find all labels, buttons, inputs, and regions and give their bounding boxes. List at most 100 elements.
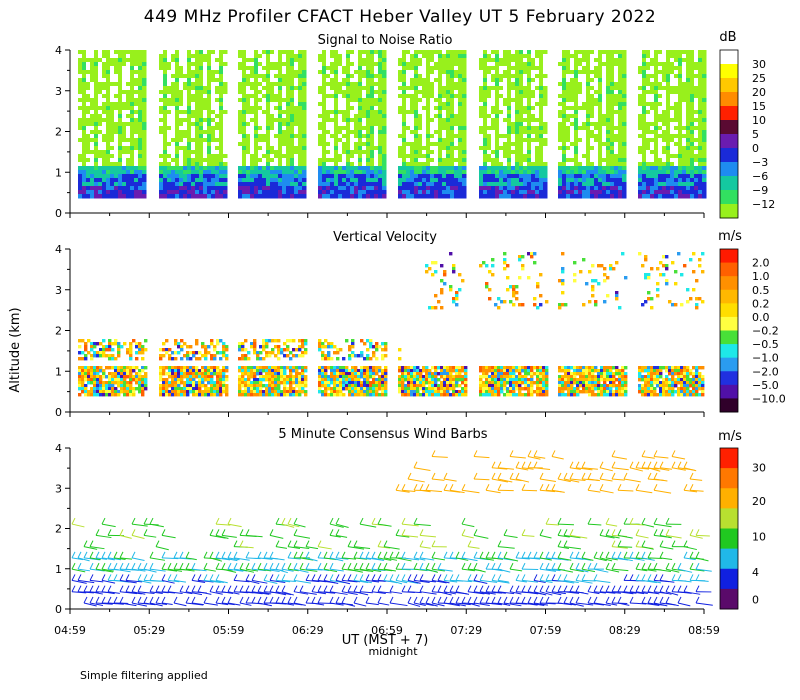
snr-cell bbox=[366, 90, 371, 95]
snr-cell bbox=[483, 118, 488, 123]
snr-cell bbox=[110, 150, 115, 155]
snr-cell bbox=[570, 62, 575, 67]
snr-cell bbox=[666, 58, 671, 63]
snr-cell bbox=[163, 146, 168, 151]
snr-cell bbox=[450, 122, 455, 127]
snr-cell bbox=[258, 166, 263, 171]
snr-cell bbox=[330, 150, 335, 155]
snr-cell bbox=[442, 158, 447, 163]
snr-cell bbox=[238, 186, 243, 191]
snr-cell bbox=[586, 190, 591, 195]
colorbar-swatch bbox=[720, 190, 738, 205]
snr-cell bbox=[294, 190, 299, 195]
snr-cell bbox=[539, 54, 544, 59]
snr-cell bbox=[422, 86, 427, 91]
snr-cell bbox=[642, 146, 647, 151]
snr-cell bbox=[666, 130, 671, 135]
snr-cell bbox=[334, 138, 339, 143]
snr-cell bbox=[187, 154, 192, 159]
snr-cell bbox=[278, 54, 283, 59]
snr-cell bbox=[294, 182, 299, 187]
snr-cell bbox=[566, 154, 571, 159]
snr-cell bbox=[354, 118, 359, 123]
snr-cell bbox=[274, 190, 279, 195]
snr-cell bbox=[454, 90, 459, 95]
snr-cell bbox=[330, 170, 335, 175]
snr-cell bbox=[543, 126, 548, 131]
snr-cell bbox=[338, 126, 343, 131]
snr-cell bbox=[602, 170, 607, 175]
snr-cell bbox=[434, 114, 439, 119]
snr-cell bbox=[326, 146, 331, 151]
snr-cell bbox=[422, 50, 427, 55]
snr-cell bbox=[487, 54, 492, 59]
snr-cell bbox=[410, 82, 415, 87]
snr-cell bbox=[262, 62, 267, 67]
snr-cell bbox=[446, 130, 451, 135]
snr-cell bbox=[318, 106, 323, 111]
snr-cell bbox=[483, 90, 488, 95]
snr-cell bbox=[274, 130, 279, 135]
snr-cell bbox=[519, 150, 524, 155]
snr-cell bbox=[454, 102, 459, 107]
snr-cell bbox=[179, 170, 184, 175]
snr-cell bbox=[454, 182, 459, 187]
snr-cell bbox=[562, 178, 567, 183]
snr-cell bbox=[382, 110, 387, 115]
snr-cell bbox=[507, 106, 512, 111]
snr-cell bbox=[223, 130, 228, 135]
snr-cell bbox=[558, 126, 563, 131]
snr-cell bbox=[86, 186, 91, 191]
snr-cell bbox=[378, 98, 383, 103]
snr-cell bbox=[286, 130, 291, 135]
snr-cell bbox=[106, 82, 111, 87]
snr-cell bbox=[183, 82, 188, 87]
snr-cell bbox=[574, 94, 579, 99]
snr-cell bbox=[406, 90, 411, 95]
snr-cell bbox=[302, 86, 307, 91]
snr-cell bbox=[254, 98, 259, 103]
snr-cell bbox=[654, 174, 659, 179]
snr-cell bbox=[495, 78, 500, 83]
snr-cell bbox=[650, 154, 655, 159]
snr-cell bbox=[219, 98, 224, 103]
snr-cell bbox=[286, 54, 291, 59]
snr-cell bbox=[523, 98, 528, 103]
snr-cell bbox=[578, 74, 583, 79]
snr-cell bbox=[370, 134, 375, 139]
snr-cell bbox=[219, 78, 224, 83]
snr-cell bbox=[278, 146, 283, 151]
snr-cell bbox=[203, 106, 208, 111]
snr-cell bbox=[211, 54, 216, 59]
snr-cell bbox=[118, 158, 123, 163]
snr-cell bbox=[187, 58, 192, 63]
snr-cell bbox=[362, 82, 367, 87]
snr-cell bbox=[171, 66, 176, 71]
snr-cell bbox=[462, 98, 467, 103]
snr-cell bbox=[650, 174, 655, 179]
snr-cell bbox=[454, 174, 459, 179]
snr-cell bbox=[102, 114, 107, 119]
snr-cell bbox=[527, 162, 532, 167]
snr-cell bbox=[187, 98, 192, 103]
snr-cell bbox=[666, 122, 671, 127]
snr-cell bbox=[578, 170, 583, 175]
snr-cell bbox=[350, 134, 355, 139]
snr-cell bbox=[183, 94, 188, 99]
snr-cell bbox=[646, 186, 651, 191]
snr-cell bbox=[286, 158, 291, 163]
snr-cell bbox=[334, 94, 339, 99]
snr-cell bbox=[543, 162, 548, 167]
snr-cell bbox=[191, 126, 196, 131]
snr-cell bbox=[78, 110, 83, 115]
snr-cell bbox=[410, 138, 415, 143]
snr-cell bbox=[570, 78, 575, 83]
snr-cell bbox=[354, 126, 359, 131]
snr-cell bbox=[126, 126, 131, 131]
snr-cell bbox=[219, 86, 224, 91]
snr-cell bbox=[434, 186, 439, 191]
snr-cell bbox=[622, 70, 627, 75]
snr-cell bbox=[298, 74, 303, 79]
snr-cell bbox=[678, 158, 683, 163]
snr-cell bbox=[266, 110, 271, 115]
